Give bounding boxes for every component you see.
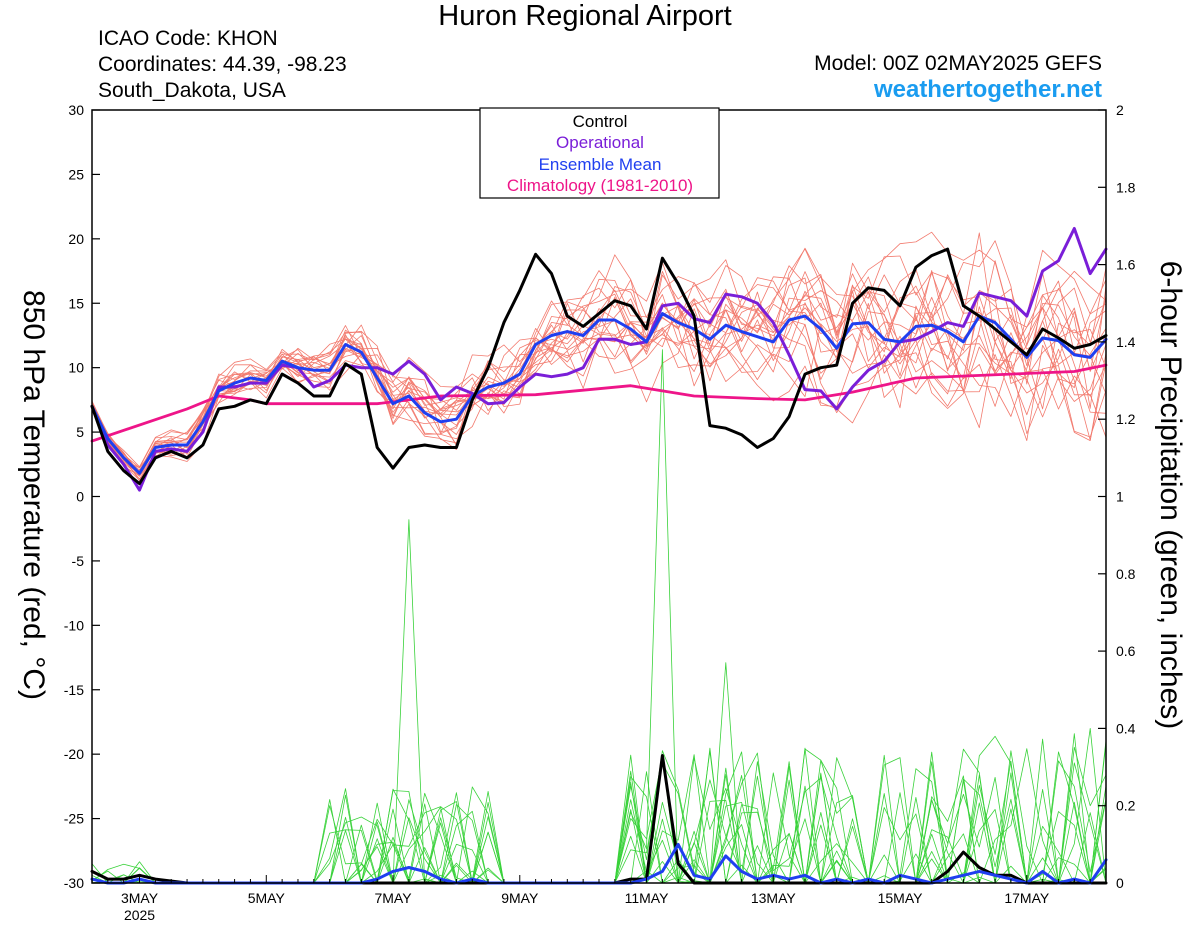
ensemble-member-temp [91,290,1107,474]
y-tick-label-left: 5 [76,424,84,440]
main-series-layer [90,227,1108,885]
y-tick-label-left: 0 [76,489,84,505]
x-tick-label: 15MAY [878,890,924,906]
x-tick-label: 13MAY [751,890,797,906]
y-tick-label-right: 0.4 [1116,720,1136,736]
x-tick-label: 17MAY [1004,890,1050,906]
page-title: Huron Regional Airport [438,0,732,32]
coordinates: Coordinates: 44.39, -98.23 [98,53,347,76]
legend-control: Control [573,112,628,131]
y-tick-label-right: 0.6 [1116,643,1136,659]
axes-layer: 302520151050-5-10-15-20-25-3021.81.61.41… [64,102,1136,923]
x-tick-label: 7MAY [374,890,412,906]
icao-code: ICAO Code: KHON [98,27,278,50]
y-tick-label-left: 20 [68,231,84,247]
y-tick-label-right: 1.4 [1116,334,1136,350]
ensemble-member-temp [91,231,1107,476]
x-tick-label: 5MAY [248,890,286,906]
ensemble-member-temp [91,291,1107,469]
y-tick-label-left: 10 [68,360,84,376]
y-tick-label-right: 1.8 [1116,179,1136,195]
precip-layer [91,349,1107,884]
y-tick-label-right: 1 [1116,489,1124,505]
mean-precip-line [90,842,1108,885]
ensemble-member-temp [91,232,1107,475]
y-tick-label-left: 15 [68,295,84,311]
legend-box [479,107,720,199]
control-precip-line [90,754,1108,885]
ensemble-member-temp [91,272,1107,472]
x-tick-label: 3MAY [121,890,159,906]
ensemble-member-temp [91,290,1107,475]
plot-frame [91,109,1107,884]
climatology-line [90,363,1108,443]
y-tick-label-left: 25 [68,166,84,182]
y-tick-label-left: -30 [64,875,84,891]
y-tick-label-left: -20 [64,746,84,762]
y-tick-label-right: 2 [1116,102,1124,118]
y-tick-label-left: -25 [64,811,84,827]
ensemble-member-temp [91,267,1107,471]
x-tick-label: 11MAY [625,890,669,906]
y-tick-label-right: 0.8 [1116,566,1136,582]
y-tick-label-right: 1.6 [1116,257,1136,273]
model-run: Model: 00Z 02MAY2025 GEFS [814,52,1102,75]
mean-temp-line [90,312,1108,475]
y-tick-label-left: -10 [64,617,84,633]
x-tick-label: 9MAY [501,890,539,906]
y-tick-label-left: -15 [64,682,84,698]
legend-mean: Ensemble Mean [539,155,662,174]
x-year-label: 2025 [124,907,155,923]
station-info: ICAO Code: KHON Coordinates: 44.39, -98.… [98,26,347,104]
ensemble-member-temp [91,262,1107,476]
ensemble-member-temp [91,240,1107,468]
ensemble-member-precip [91,519,1107,884]
ensemble-member-temp [91,249,1107,481]
y-tick-label-left: -5 [72,553,85,569]
ensemble-member-temp [91,255,1107,469]
site-link[interactable]: weathertogether.net [873,76,1102,103]
ensemble-member-temp [91,262,1107,477]
ensemble-member-temp [91,247,1107,477]
y-tick-label-right: 0.2 [1116,798,1136,814]
y-tick-label-left: 30 [68,102,84,118]
legend: Control Operational Ensemble Mean Climat… [479,107,720,199]
legend-operational: Operational [556,133,644,152]
control-temp-line [90,247,1108,486]
ensemble-member-precip [91,735,1107,884]
y-tick-label-right: 1.2 [1116,411,1136,427]
legend-clim: Climatology (1981-2010) [507,176,693,195]
ensemble-member-precip [91,662,1107,884]
location: South_Dakota, USA [98,79,286,102]
y-tick-label-right: 0 [1116,875,1124,891]
